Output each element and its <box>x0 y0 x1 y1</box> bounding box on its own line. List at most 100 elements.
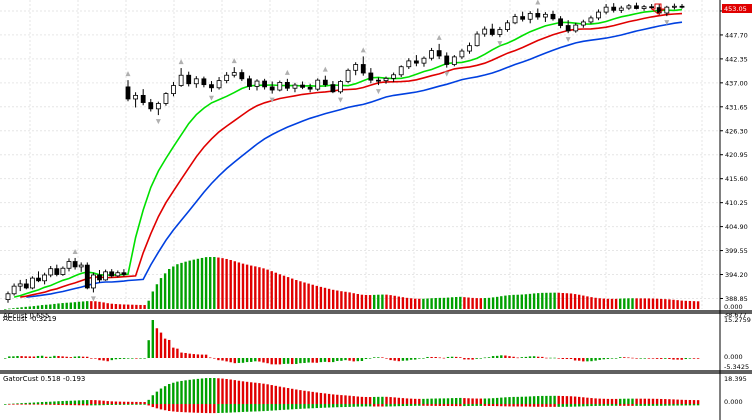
histogram-bar <box>512 396 515 404</box>
bear-candle <box>300 84 305 88</box>
histogram-bar <box>512 294 515 309</box>
histogram-bar <box>16 403 19 404</box>
histogram-bar <box>40 402 44 404</box>
histogram-bar <box>262 358 265 363</box>
histogram-bar <box>61 401 64 404</box>
histogram-bar <box>262 268 265 309</box>
ac-oscillator-axis-mid: 0.000 <box>724 353 743 361</box>
histogram-bar <box>69 400 72 404</box>
bull-candle <box>664 6 670 14</box>
histogram-bar <box>245 404 249 412</box>
ac-histogram <box>4 257 700 310</box>
alligator-jaw-line <box>26 21 683 298</box>
gator-axis-mid: 0.000 <box>724 398 743 406</box>
histogram-bar <box>578 404 581 407</box>
histogram-bar <box>524 294 528 309</box>
histogram-bar <box>643 358 646 359</box>
histogram-bar <box>323 358 327 362</box>
histogram-bar <box>258 404 261 412</box>
histogram-bar <box>188 379 191 404</box>
histogram-bar <box>229 358 232 363</box>
histogram-bar <box>401 297 405 309</box>
histogram-bar <box>664 404 667 406</box>
histogram-bar <box>155 328 159 358</box>
histogram-bar <box>368 404 372 407</box>
histogram-bar <box>332 358 335 363</box>
histogram-bar <box>332 404 335 408</box>
histogram-bar <box>545 404 548 407</box>
histogram-bar <box>8 356 11 358</box>
histogram-bar <box>336 358 339 362</box>
histogram-bar <box>4 404 7 405</box>
gator-panel[interactable]: GatorCust 0.518 -0.193 18.395 0.000 <box>3 375 747 414</box>
histogram-bar <box>163 386 167 404</box>
histogram-bar <box>389 295 392 309</box>
histogram-bar <box>688 358 692 359</box>
histogram-bar <box>344 404 347 408</box>
price-tick-label: 394.20 <box>725 271 748 279</box>
histogram-bar <box>696 404 700 406</box>
histogram-bar <box>196 404 200 413</box>
price-tick-label: 399.55 <box>725 247 748 255</box>
histogram-bar <box>217 257 220 309</box>
histogram-bar <box>623 404 626 406</box>
histogram-bar <box>561 358 564 359</box>
histogram-bar <box>455 356 458 358</box>
histogram-bar <box>61 404 64 406</box>
histogram-bar <box>450 297 454 309</box>
histogram-bar <box>508 295 511 309</box>
bull-candle <box>345 69 351 82</box>
histogram-bar <box>557 358 560 359</box>
histogram-bar <box>340 404 343 408</box>
histogram-bar <box>553 292 556 309</box>
histogram-bar <box>385 294 388 309</box>
histogram-bar <box>672 299 675 309</box>
histogram-bar <box>122 404 126 405</box>
histogram-bar <box>303 282 306 309</box>
histogram-bar <box>651 358 655 359</box>
histogram-bar <box>250 358 253 362</box>
histogram-bar <box>364 358 368 359</box>
ac-oscillator-panel[interactable]: ACcust -0.3219 15.2759 0.000 -5.3425 <box>3 315 751 371</box>
histogram-bar <box>401 404 405 407</box>
histogram-bar <box>586 397 589 404</box>
histogram-bar <box>639 404 642 406</box>
histogram-bar <box>127 404 130 405</box>
histogram-bar <box>110 358 113 361</box>
histogram-bar <box>139 358 142 359</box>
histogram-bar <box>36 305 40 309</box>
fractal-down-icon <box>664 20 670 26</box>
histogram-bar <box>254 382 257 404</box>
bull-candle <box>588 17 594 23</box>
histogram-bar <box>377 357 380 358</box>
histogram-bar <box>217 358 220 361</box>
histogram-bar <box>348 404 351 407</box>
histogram-bar <box>135 404 138 405</box>
histogram-bar <box>389 397 392 404</box>
histogram-bar <box>163 404 167 411</box>
histogram-bar <box>213 257 216 309</box>
histogram-bar <box>553 395 556 404</box>
histogram-bar <box>438 357 441 359</box>
histogram-bar <box>455 404 458 407</box>
histogram-bar <box>286 404 290 410</box>
histogram-bar <box>57 401 60 404</box>
histogram-bar <box>196 378 200 404</box>
bear-candle <box>54 268 60 275</box>
histogram-bar <box>459 397 462 404</box>
histogram-bar <box>213 378 216 404</box>
histogram-bar <box>20 403 23 404</box>
histogram-bar <box>192 354 195 358</box>
histogram-bar <box>315 285 318 309</box>
bear-candle <box>444 55 450 65</box>
histogram-bar <box>643 404 646 406</box>
histogram-bar <box>409 404 413 406</box>
histogram-bar <box>635 404 638 406</box>
histogram-bar <box>200 378 204 404</box>
price-panel[interactable]: 447.70 442.35 437.00 431.65 426.30 420.95 415.… <box>0 0 752 309</box>
histogram-bar <box>660 358 663 359</box>
histogram-bar <box>590 297 593 309</box>
ac-indicator-panel[interactable]: ACcust 0.655 38.677 0.000 <box>3 257 747 320</box>
gator-panel-title: GatorCust 0.518 -0.193 <box>3 375 85 383</box>
